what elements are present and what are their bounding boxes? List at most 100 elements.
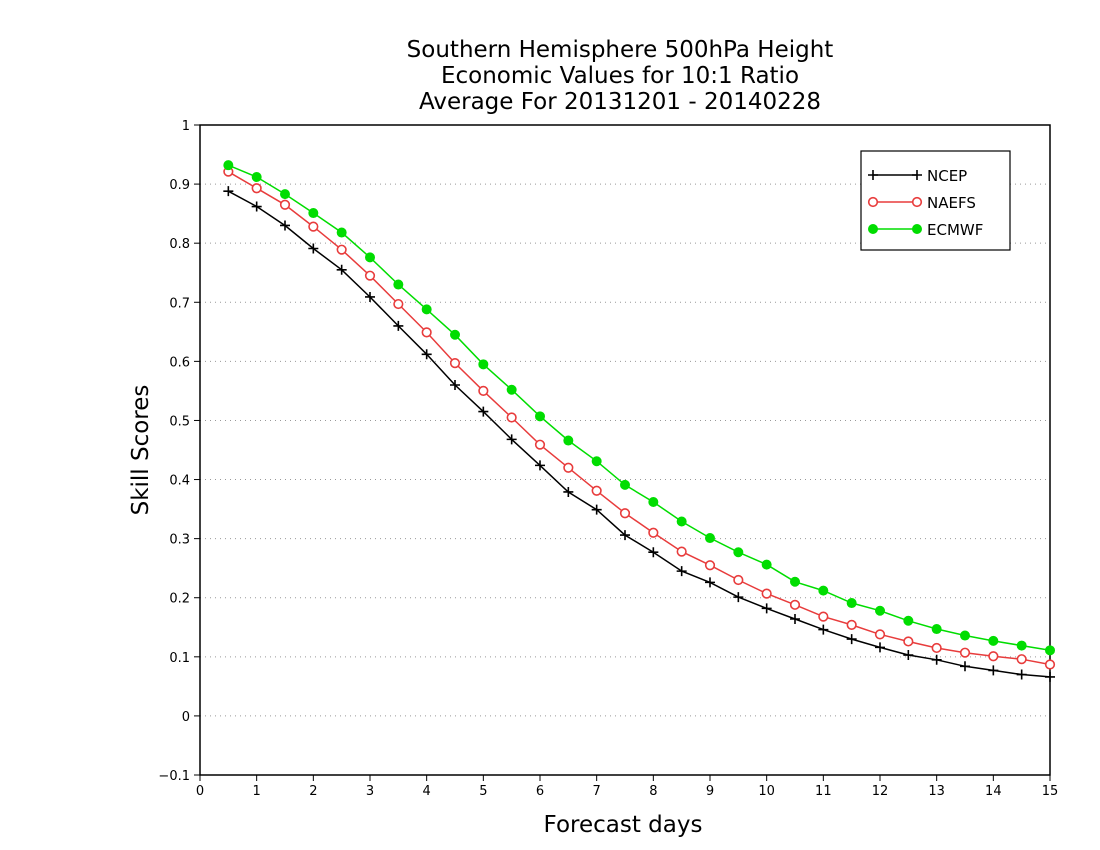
ecmwf-point [478, 359, 489, 370]
ecmwf-point [365, 252, 375, 263]
ncep-line [227, 190, 1051, 678]
ecmwf-point [450, 329, 460, 340]
naefs-point [563, 462, 574, 473]
legend-label-naefs: NAEFS [927, 194, 976, 212]
ecmwf-point [308, 208, 319, 219]
x-tick-label: 14 [985, 784, 1002, 799]
ncep-point [676, 566, 687, 577]
naefs-point [1016, 654, 1027, 665]
ncep-point [591, 504, 602, 515]
ncep-point [365, 291, 375, 302]
ncep-point [223, 186, 234, 197]
legend-box [860, 150, 1011, 251]
plot-area [199, 124, 1051, 776]
ecmwf-point [676, 516, 687, 527]
naefs-point [874, 629, 886, 640]
ecmwf-point [223, 160, 234, 171]
y-tick-label: 0 [182, 710, 190, 725]
naefs-point [676, 546, 687, 557]
ecmwf-point [1045, 645, 1055, 656]
x-tick-label: 10 [758, 784, 775, 799]
ecmwf-point [421, 304, 432, 315]
legend-marker-ncep [868, 170, 878, 180]
ncep-point [450, 380, 460, 390]
legend: NCEP NAEFS ECMWF [860, 150, 1011, 251]
ncep-point [818, 624, 829, 635]
naefs-point [336, 244, 347, 255]
naefs-point [619, 508, 631, 519]
ecmwf-point [648, 497, 659, 507]
ncep-point [1016, 669, 1027, 680]
ncep-point [846, 634, 857, 645]
ncep-point [705, 577, 715, 588]
legend-marker-naefs [911, 196, 923, 208]
x-tick-label: 8 [649, 784, 657, 799]
ncep-point [988, 665, 999, 676]
ecmwf-point [506, 384, 517, 395]
naefs-point [931, 642, 942, 654]
y-tick-label: 0.6 [169, 355, 190, 370]
naefs-point [591, 485, 602, 496]
legend-marker-naefs [867, 196, 879, 208]
naefs-point [648, 527, 659, 538]
naefs-point [733, 574, 744, 586]
x-tick-label: 6 [536, 784, 544, 799]
naefs-point [251, 183, 262, 194]
x-tick-label: 12 [872, 784, 889, 799]
axis-ticks: −0.100.10.20.30.40.50.60.70.80.910 1 2 3 4 5 6… [158, 119, 1058, 799]
ecmwf-point [393, 279, 404, 290]
legend-marker-ecmwf [912, 224, 922, 234]
series-group [223, 160, 1056, 682]
naefs-point [959, 647, 971, 658]
y-tick-label: 1 [182, 119, 190, 134]
ncep-point [336, 264, 347, 275]
x-tick-label: 5 [479, 784, 487, 799]
y-axis-title: Skill Scores [128, 385, 154, 516]
ncep-point [733, 592, 744, 603]
naefs-point [393, 298, 404, 310]
ecmwf-point [336, 227, 347, 238]
y-tick-label: 0.4 [169, 474, 190, 489]
naefs-point [534, 439, 546, 450]
x-tick-label: 4 [423, 784, 431, 799]
ncep-point [790, 614, 800, 624]
ncep-point [960, 661, 970, 672]
naefs-point [506, 412, 517, 423]
naefs-point [704, 560, 716, 571]
ncep-point [478, 406, 489, 417]
x-tick-label: 9 [706, 784, 714, 799]
naefs-point [903, 636, 914, 647]
chart-title-line-1: Southern Hemisphere 500hPa Height [406, 37, 834, 63]
y-tick-label: 0.7 [169, 296, 190, 311]
ecmwf-point [846, 598, 857, 609]
ecmwf-point [960, 630, 970, 641]
x-tick-label: 3 [366, 784, 374, 799]
x-tick-label: 7 [593, 784, 601, 799]
legend-marker-ncep [912, 170, 922, 180]
legend-label-ecmwf: ECMWF [927, 221, 983, 239]
series-ncep [223, 186, 1055, 682]
y-tick-label: 0.5 [169, 414, 190, 429]
ncep-point [875, 642, 885, 653]
ecmwf-point [875, 605, 885, 616]
naefs-point [279, 199, 291, 210]
ecmwf-point [761, 559, 772, 570]
chart-title-line-2: Economic Values for 10:1 Ratio [440, 63, 800, 89]
x-tick-label: 1 [253, 784, 261, 799]
naefs-point [846, 619, 857, 631]
ecmwf-point [251, 172, 262, 182]
ncep-point [251, 201, 262, 212]
ecmwf-point [931, 624, 942, 635]
ncep-point [648, 547, 659, 558]
ecmwf-point [1016, 640, 1027, 651]
ncep-point [620, 530, 630, 541]
ecmwf-point [733, 547, 744, 558]
y-tick-label: 0.1 [169, 651, 190, 666]
x-tick-label: 0 [196, 784, 204, 799]
naefs-point [449, 358, 461, 369]
ncep-point [903, 650, 914, 661]
x-tick-label: 2 [309, 784, 317, 799]
series-ecmwf [223, 160, 1055, 656]
ncep-point [393, 320, 404, 331]
